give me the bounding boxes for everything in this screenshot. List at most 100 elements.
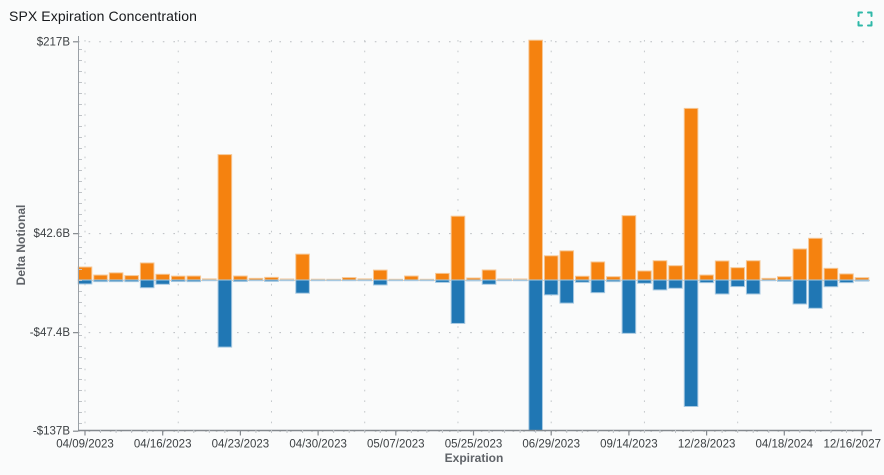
bar-negative-34[interactable]: [606, 279, 621, 283]
y-tick-label: -$47.4B: [30, 327, 71, 339]
bar-negative-50[interactable]: [854, 279, 870, 282]
bar-positive-19[interactable]: [372, 269, 388, 281]
bar-negative-35[interactable]: [621, 279, 637, 334]
bar-positive-30[interactable]: [543, 255, 559, 281]
bar-negative-32[interactable]: [574, 279, 590, 283]
bar-negative-16[interactable]: [326, 279, 341, 282]
bar-negative-5[interactable]: [155, 279, 170, 285]
bar-negative-30[interactable]: [543, 279, 559, 296]
bar-negative-47[interactable]: [808, 279, 823, 309]
x-tick-label: 04/16/2023: [134, 439, 192, 451]
x-tick-label: 09/14/2023: [600, 439, 658, 451]
bar-negative-46[interactable]: [792, 279, 808, 305]
bar-positive-7[interactable]: [186, 275, 202, 281]
bar-negative-42[interactable]: [730, 279, 745, 288]
fullscreen-icon[interactable]: [857, 11, 873, 27]
bar-negative-2[interactable]: [108, 279, 124, 283]
bar-negative-12[interactable]: [264, 279, 279, 282]
bar-positive-9[interactable]: [217, 154, 233, 281]
x-tick-label: 05/07/2023: [367, 439, 425, 451]
bar-negative-3[interactable]: [124, 279, 139, 283]
bar-positive-48[interactable]: [823, 267, 839, 281]
bar-negative-37[interactable]: [652, 279, 668, 291]
bar-negative-13[interactable]: [279, 279, 295, 282]
bar-positive-39[interactable]: [683, 107, 699, 281]
bar-negative-48[interactable]: [823, 279, 839, 288]
bar-negative-4[interactable]: [139, 279, 155, 289]
bar-positive-21[interactable]: [404, 275, 419, 281]
bar-positive-14[interactable]: [295, 253, 310, 281]
bar-positive-24[interactable]: [450, 215, 466, 281]
bar-positive-4[interactable]: [139, 262, 155, 281]
bar-negative-7[interactable]: [186, 279, 202, 283]
bar-negative-43[interactable]: [745, 279, 761, 295]
bar-negative-33[interactable]: [590, 279, 606, 294]
bar-negative-25[interactable]: [466, 279, 481, 282]
x-tick-label: 12/28/2023: [678, 439, 736, 451]
bar-negative-24[interactable]: [450, 279, 466, 324]
bar-negative-6[interactable]: [170, 279, 186, 283]
bar-positive-35[interactable]: [621, 215, 637, 281]
bar-negative-38[interactable]: [668, 279, 683, 289]
bar-negative-18[interactable]: [357, 279, 373, 282]
bar-negative-40[interactable]: [699, 279, 714, 284]
bar-positive-3[interactable]: [124, 275, 139, 281]
bar-positive-10[interactable]: [233, 275, 248, 281]
bar-positive-29[interactable]: [528, 39, 543, 281]
bar-negative-21[interactable]: [404, 279, 419, 282]
bar-positive-47[interactable]: [808, 237, 823, 281]
bar-negative-23[interactable]: [435, 279, 450, 283]
bar-negative-20[interactable]: [388, 279, 404, 282]
bar-positive-23[interactable]: [435, 272, 450, 281]
bar-positive-33[interactable]: [590, 261, 606, 281]
bar-negative-1[interactable]: [93, 279, 108, 283]
bar-negative-31[interactable]: [559, 279, 575, 304]
bar-negative-44[interactable]: [761, 279, 777, 282]
bar-negative-10[interactable]: [233, 279, 248, 283]
bar-negative-45[interactable]: [777, 279, 792, 282]
x-axis-title: Expiration: [444, 451, 504, 465]
bar-positive-0[interactable]: [77, 266, 93, 281]
bar-positive-26[interactable]: [481, 269, 497, 281]
bar-positive-31[interactable]: [559, 250, 575, 281]
bar-negative-26[interactable]: [481, 279, 497, 285]
x-tick-label: 04/30/2023: [289, 439, 347, 451]
bar-positive-2[interactable]: [108, 272, 124, 281]
bar-negative-11[interactable]: [248, 279, 264, 282]
bar-negative-36[interactable]: [637, 279, 652, 284]
bar-negative-39[interactable]: [683, 279, 699, 407]
x-tick-label: 05/25/2023: [445, 439, 503, 451]
bar-negative-14[interactable]: [295, 279, 310, 294]
bar-negative-19[interactable]: [372, 279, 388, 286]
bar-positive-49[interactable]: [839, 273, 854, 281]
bar-negative-49[interactable]: [839, 279, 854, 284]
bar-negative-27[interactable]: [497, 279, 512, 282]
bar-negative-29[interactable]: [528, 279, 543, 432]
bar-positive-41[interactable]: [714, 260, 730, 281]
bar-positive-32[interactable]: [574, 275, 590, 281]
bar-negative-28[interactable]: [512, 279, 528, 282]
bar-positive-42[interactable]: [730, 267, 745, 281]
bar-positive-38[interactable]: [668, 265, 683, 281]
bar-positive-1[interactable]: [93, 274, 108, 281]
x-tick-label: 06/29/2023: [522, 439, 580, 451]
bar-positive-36[interactable]: [637, 270, 652, 281]
bar-negative-41[interactable]: [714, 279, 730, 295]
bar-positive-5[interactable]: [155, 273, 170, 281]
bar-positive-43[interactable]: [745, 260, 761, 281]
bar-negative-8[interactable]: [202, 279, 217, 282]
y-tick-label: $217B: [37, 36, 71, 48]
y-tick-label: -$137B: [33, 426, 70, 438]
bar-positive-37[interactable]: [652, 260, 668, 281]
x-tick-label: 12/16/2027: [823, 439, 881, 451]
x-tick-label: 04/23/2023: [212, 439, 270, 451]
bar-negative-9[interactable]: [217, 279, 233, 348]
bar-negative-22[interactable]: [419, 279, 435, 282]
bar-positive-40[interactable]: [699, 274, 714, 281]
bar-positive-46[interactable]: [792, 248, 808, 281]
bar-negative-17[interactable]: [341, 279, 357, 282]
bar-positive-6[interactable]: [170, 275, 186, 281]
bar-negative-15[interactable]: [310, 279, 326, 282]
